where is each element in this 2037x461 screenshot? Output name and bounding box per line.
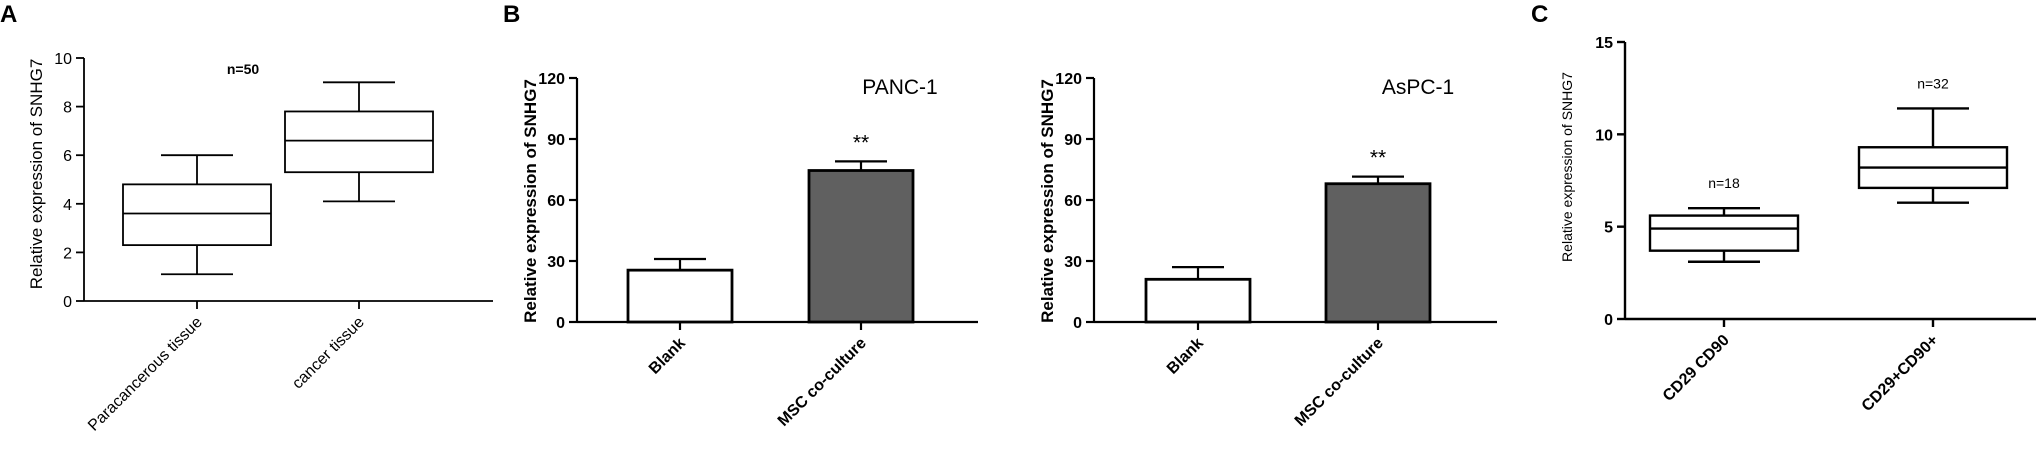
chart-b2-y-tick-label: 90 [1064, 132, 1082, 149]
chart-b1-y-title: Relative expression of SNHG7 [521, 79, 540, 323]
chart-b2-y-title: Relative expression of SNHG7 [1038, 79, 1057, 323]
chart-b1-y-tick-label: 90 [547, 132, 565, 149]
chart-c-y-tick-label: 5 [1604, 220, 1613, 237]
chart-c-n-label: n=18 [1708, 175, 1740, 191]
chart-b2-y-tick-label: 60 [1064, 193, 1082, 210]
chart-a-y-tick-label: 0 [63, 294, 72, 311]
chart-b2-category-label: Blank [1164, 335, 1207, 378]
chart-a-y-tick-label: 10 [54, 51, 72, 68]
chart-c-y-tick-label: 15 [1595, 35, 1613, 52]
chart-c-y-tick-label: 0 [1604, 312, 1613, 329]
chart-a-box-body [122, 183, 272, 247]
chart-a-y-tick-label: 2 [63, 245, 72, 262]
chart-c-box-body [1648, 214, 1800, 252]
chart-b1-y-tick-label: 30 [547, 254, 565, 271]
chart-b1-category-label: Blank [646, 335, 689, 378]
chart-b2-category-label: MSC co-culture [1292, 335, 1387, 430]
panel-letter-c: C [1531, 1, 1548, 28]
chart-c-n-label: n=32 [1917, 75, 1949, 91]
chart-a-box-body [284, 110, 434, 174]
chart-b1-bar [626, 268, 734, 324]
chart-b2-y-tick-label: 120 [1055, 71, 1082, 88]
chart-a-y-tick-label: 6 [63, 148, 72, 165]
chart-b1-y-tick-label: 0 [556, 315, 565, 332]
chart-b1-significance: ** [853, 131, 869, 154]
panel-letter-a: A [0, 1, 17, 28]
chart-b1-category-label: MSC co-culture [775, 335, 870, 430]
chart-b2-significance: ** [1370, 147, 1386, 170]
chart-b2-y-tick-label: 30 [1064, 254, 1082, 271]
chart-b1-title: PANC-1 [862, 76, 937, 99]
chart-a-category-label: cancer tissue [289, 314, 368, 393]
chart-c-category-label: CD29 CD90 [1660, 332, 1733, 405]
chart-b1-y-tick-label: 120 [538, 71, 565, 88]
chart-b2-bar [1144, 277, 1252, 324]
chart-a-y-tick-label: 4 [63, 197, 72, 214]
chart-a-y-tick-label: 8 [63, 100, 72, 117]
chart-b2-y-tick-label: 0 [1073, 315, 1082, 332]
chart-c-y-title: Relative expression of SNHG7 [1559, 72, 1575, 262]
panel-letter-b: B [503, 1, 520, 28]
chart-a-category-label: Paracancerous tissue [85, 314, 206, 435]
chart-b2-bar [1324, 182, 1432, 324]
chart-b1-y-tick-label: 60 [547, 193, 565, 210]
chart-b2-title: AsPC-1 [1382, 76, 1454, 99]
chart-c-category-label: CD29+CD90+ [1859, 332, 1942, 415]
chart-b1-bar [807, 169, 915, 324]
chart-a-y-title: Relative expression of SNHG7 [27, 59, 46, 290]
chart-c-y-tick-label: 10 [1595, 127, 1613, 144]
chart-a-n-label: n=50 [227, 61, 260, 77]
